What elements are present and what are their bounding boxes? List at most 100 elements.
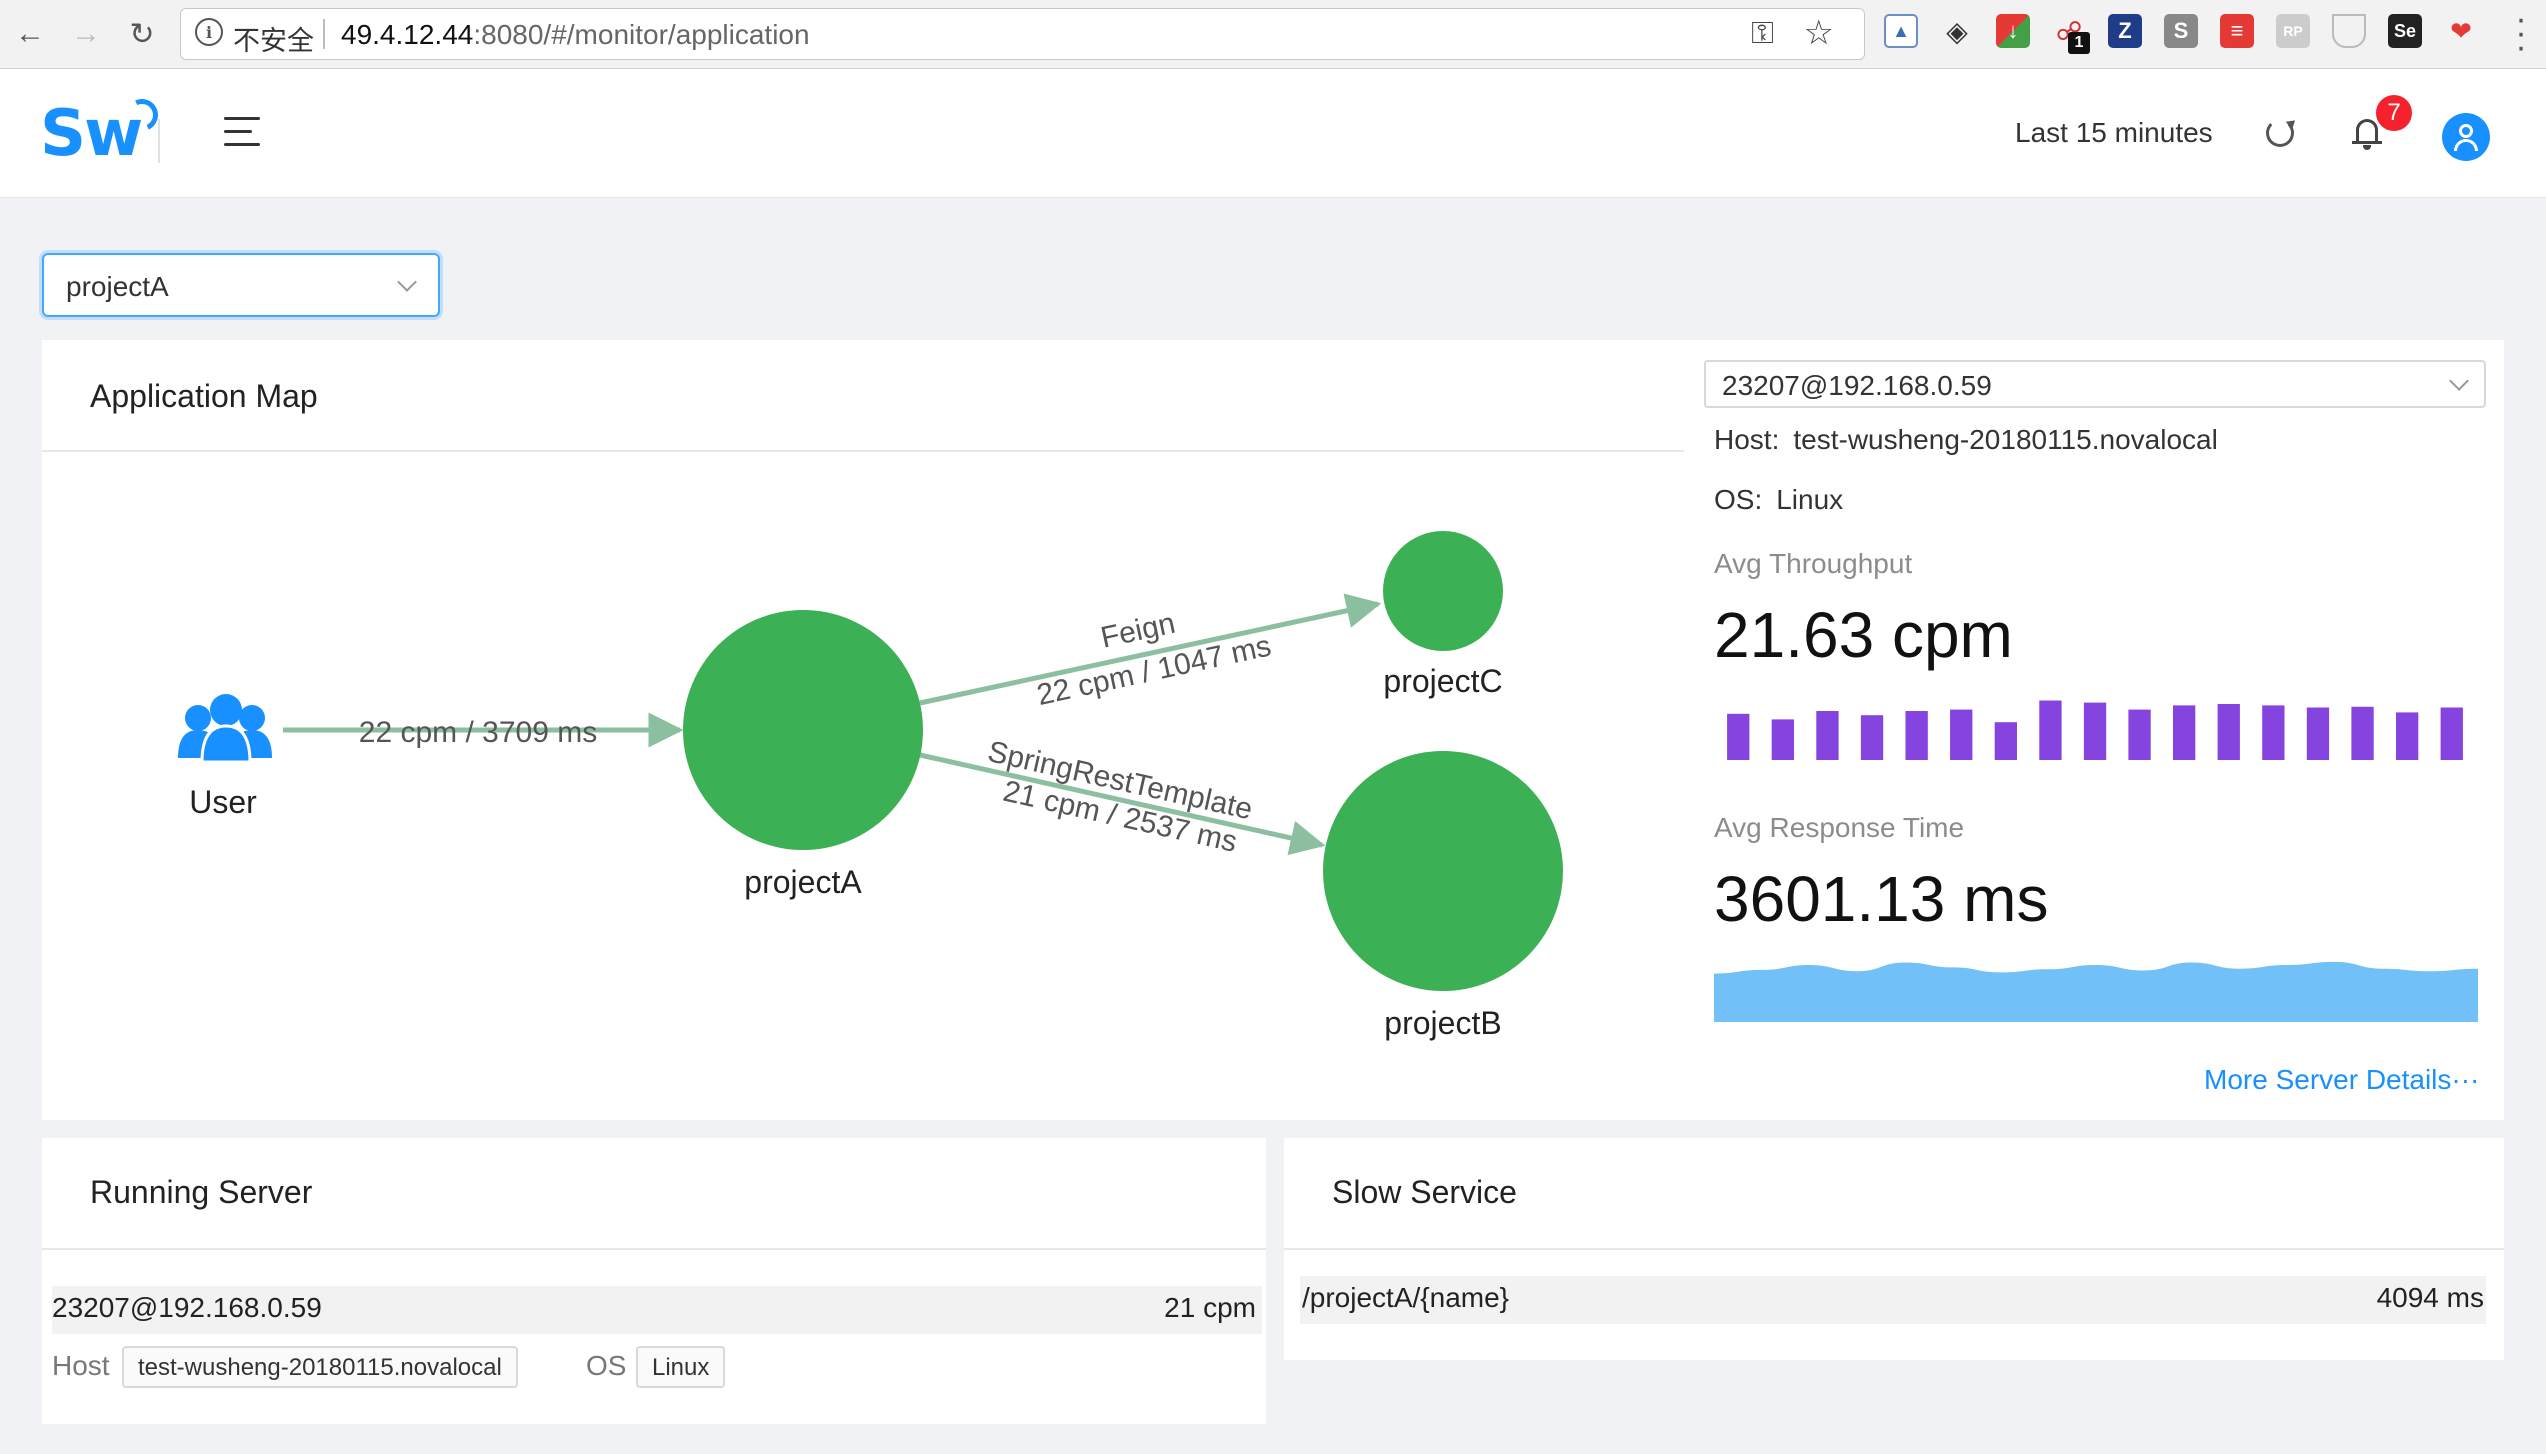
url-path: :8080/#/monitor/application bbox=[473, 19, 810, 50]
throughput-bar bbox=[2351, 706, 2374, 760]
os-label: OS: bbox=[1714, 484, 1763, 515]
os-value: Linux bbox=[1776, 484, 1844, 515]
insecure-label: 不安全 bbox=[233, 26, 314, 57]
menu-toggle-icon[interactable] bbox=[224, 115, 264, 149]
server-select[interactable]: 23207@192.168.0.59 bbox=[1704, 360, 2486, 408]
browser-menu-icon[interactable]: · · · bbox=[2515, 0, 2527, 66]
app-header: Sw Last 15 minutes 7 bbox=[0, 69, 2546, 198]
url-host: 49.4.12.44 bbox=[341, 19, 474, 50]
extension-todoist-icon[interactable]: ≡ bbox=[2220, 14, 2254, 48]
application-map-title: Application Map bbox=[90, 378, 318, 414]
node-projectc-label: projectC bbox=[1383, 663, 1502, 699]
slow-service-time: 4094 ms bbox=[2376, 1282, 2484, 1313]
edge-projecta-projectb[interactable] bbox=[919, 752, 1326, 856]
node-user-label: User bbox=[189, 784, 257, 820]
avg-throughput-value: 21.63 cpm bbox=[1714, 599, 2013, 671]
avg-response-time-value: 3601.13 ms bbox=[1714, 863, 2049, 935]
info-icon[interactable]: i bbox=[195, 18, 223, 46]
running-server-host-tag: test-wusheng-20180115.novalocal bbox=[122, 1346, 518, 1388]
throughput-bar bbox=[1860, 715, 1884, 760]
bookmark-star-icon[interactable]: ☆ bbox=[1803, 14, 1834, 52]
bell-icon[interactable] bbox=[2352, 115, 2382, 151]
avg-throughput-label: Avg Throughput bbox=[1714, 548, 1913, 579]
node-projectc[interactable] bbox=[1383, 531, 1503, 651]
node-projecta[interactable] bbox=[683, 610, 923, 850]
forward-arrow-icon[interactable]: → bbox=[71, 17, 101, 50]
extension-rp-icon[interactable]: RP bbox=[2276, 14, 2310, 48]
throughput-bar bbox=[2039, 700, 2062, 760]
refresh-icon[interactable] bbox=[2266, 119, 2294, 147]
running-server-host-label: Host bbox=[52, 1350, 110, 1381]
card-divider bbox=[1284, 1248, 2504, 1250]
throughput-bar bbox=[2262, 705, 2285, 760]
extension-badge: 1 bbox=[2068, 32, 2090, 54]
throughput-bar bbox=[2306, 707, 2330, 760]
more-server-details-link[interactable]: More Server Details··· bbox=[2204, 1064, 2480, 1095]
back-arrow-icon[interactable]: ← bbox=[15, 17, 45, 50]
running-server-os-label: OS bbox=[586, 1350, 627, 1381]
card-divider bbox=[42, 450, 1684, 452]
running-server-row[interactable] bbox=[52, 1286, 1262, 1334]
edge-user-projecta-metrics: 22 cpm / 3709 ms bbox=[359, 716, 597, 749]
throughput-bar bbox=[2217, 704, 2240, 760]
running-server-cpm: 21 cpm bbox=[1164, 1292, 1256, 1323]
key-icon[interactable]: ⚿ bbox=[1751, 17, 1774, 50]
throughput-bar bbox=[1727, 713, 1750, 760]
chevron-down-icon bbox=[2449, 371, 2469, 391]
host-value: test-wusheng-20180115.novalocal bbox=[1793, 424, 2218, 455]
throughput-bar bbox=[2396, 712, 2419, 760]
logo-divider bbox=[158, 119, 160, 163]
running-server-title: Running Server bbox=[90, 1174, 313, 1210]
throughput-bar bbox=[2440, 707, 2463, 760]
url-text[interactable]: 49.4.12.44:8080/#/monitor/application bbox=[341, 19, 810, 51]
slow-service-name[interactable]: /projectA/{name} bbox=[1302, 1282, 1510, 1313]
extension-download-icon[interactable]: ↓ bbox=[1996, 14, 2030, 48]
application-select[interactable]: projectA bbox=[42, 253, 440, 317]
throughput-bar bbox=[2128, 709, 2151, 760]
address-separator bbox=[323, 19, 325, 49]
host-label: Host: bbox=[1714, 424, 1780, 455]
edge-projecta-projectc[interactable] bbox=[919, 593, 1382, 706]
extension-s-icon[interactable]: S bbox=[2164, 14, 2198, 48]
throughput-bar bbox=[1816, 711, 1839, 760]
application-select-value: projectA bbox=[66, 271, 169, 302]
extension-selenium-icon[interactable]: Se bbox=[2388, 14, 2422, 48]
browser-toolbar: ← → ↻ i 不安全 49.4.12.44:8080/#/monitor/ap… bbox=[0, 0, 2546, 69]
throughput-bar bbox=[1771, 719, 1794, 760]
slow-service-title: Slow Service bbox=[1332, 1174, 1517, 1210]
server-os-row: OS: Linux bbox=[1714, 484, 1843, 516]
extension-shield-icon[interactable] bbox=[2332, 14, 2366, 48]
slow-service-card: Slow Service /projectA/{name} 4094 ms bbox=[1284, 1138, 2504, 1360]
throughput-bar bbox=[1905, 711, 1928, 760]
throughput-bar bbox=[1994, 722, 2017, 760]
address-bar[interactable]: i 不安全 49.4.12.44:8080/#/monitor/applicat… bbox=[180, 8, 1865, 60]
node-projectb[interactable] bbox=[1323, 751, 1563, 991]
throughput-bar bbox=[1950, 709, 1973, 760]
node-projectb-label: projectB bbox=[1384, 1005, 1501, 1041]
response-time-area-chart bbox=[1714, 961, 2478, 1022]
time-range-picker[interactable]: Last 15 minutes bbox=[2015, 117, 2213, 148]
throughput-bar bbox=[2083, 702, 2107, 760]
card-divider bbox=[42, 1248, 1266, 1250]
server-select-value: 23207@192.168.0.59 bbox=[1722, 370, 1992, 401]
running-server-os-tag: Linux bbox=[636, 1346, 726, 1388]
throughput-bar bbox=[2173, 705, 2196, 760]
server-host-row: Host: test-wusheng-20180115.novalocal bbox=[1714, 424, 2218, 456]
reload-page-icon[interactable]: ↻ bbox=[129, 17, 155, 51]
extension-red-icon[interactable]: ❤ bbox=[2444, 14, 2478, 48]
user-avatar-icon[interactable] bbox=[2442, 113, 2490, 161]
skywalking-logo[interactable]: Sw bbox=[40, 97, 143, 171]
throughput-bar-chart bbox=[1727, 700, 2463, 760]
extension-evernote-icon[interactable]: ◈ bbox=[1940, 14, 1974, 48]
extension-zotero-icon[interactable]: Z bbox=[2108, 14, 2142, 48]
response-time-area bbox=[1714, 961, 2478, 1022]
slow-service-row[interactable] bbox=[1300, 1276, 2486, 1324]
notification-badge: 7 bbox=[2374, 93, 2414, 133]
extension-translate-icon[interactable]: ▲ bbox=[1884, 14, 1918, 48]
running-server-name[interactable]: 23207@192.168.0.59 bbox=[52, 1292, 322, 1323]
avg-response-time-label: Avg Response Time bbox=[1714, 812, 1965, 843]
user-node-icon[interactable] bbox=[178, 694, 272, 764]
running-server-card: Running Server 23207@192.168.0.59 21 cpm… bbox=[42, 1138, 1266, 1424]
node-projecta-label: projectA bbox=[744, 864, 862, 900]
